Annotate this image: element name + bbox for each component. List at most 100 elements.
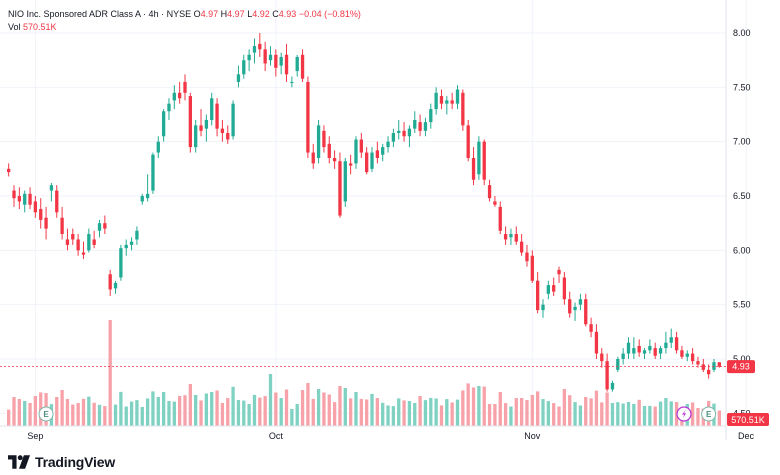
candle-body [284, 54, 289, 75]
candle-body [434, 92, 438, 110]
tradingview-logo[interactable]: TradingView [8, 454, 115, 470]
candle [284, 43, 289, 82]
volume-bar [258, 397, 262, 426]
candle [178, 81, 182, 104]
volume-bar [220, 403, 225, 426]
candle-body [536, 280, 540, 311]
candle-body [359, 139, 363, 153]
candle [626, 337, 631, 359]
candle-body [621, 353, 625, 359]
candle-body [626, 342, 631, 354]
candle [300, 49, 305, 82]
legend-price-row: NIO Inc. Sponsored ADR Class A · 4h · NY… [8, 8, 361, 21]
volume-bar [605, 392, 609, 426]
x-axis-labels: Sep Oct Nov Dec [27, 431, 754, 441]
volume-bar [610, 403, 615, 426]
candle-body [332, 157, 337, 162]
candle-body [568, 299, 572, 314]
candle-body [610, 382, 615, 390]
candle-body [584, 299, 588, 325]
candle-body [295, 56, 299, 72]
candle [690, 348, 695, 365]
candle-body [418, 122, 422, 131]
candle [658, 345, 663, 359]
candle-body [375, 150, 380, 158]
candle [220, 119, 225, 142]
volume-bar [658, 401, 663, 426]
volume-bar [600, 402, 604, 426]
volume-bar [172, 401, 176, 426]
x-tick-label: Oct [269, 431, 284, 441]
candle-body [386, 141, 390, 148]
candle-body [530, 255, 534, 281]
candle-body [226, 132, 230, 140]
candle-body [23, 193, 27, 205]
volume-bar [236, 400, 241, 426]
candle-body [706, 369, 711, 375]
candle [541, 299, 545, 318]
close-value: 4.93 [278, 9, 297, 19]
volume-bar [199, 400, 203, 426]
volume-bar [418, 396, 422, 426]
volume-bar [76, 403, 80, 426]
volume-bar [637, 399, 641, 426]
candle-body [552, 285, 556, 292]
volume-bar [28, 403, 32, 426]
candle-body [39, 209, 43, 220]
volume-bar [327, 394, 331, 426]
close-label: C [272, 9, 279, 19]
volume-bar [151, 391, 155, 426]
candle-body [466, 125, 470, 158]
volume-bar [439, 405, 444, 426]
volume-bar [594, 390, 599, 426]
candle [600, 348, 604, 368]
y-tick-label: 8.00 [733, 28, 751, 38]
candle [210, 92, 214, 126]
candle [578, 293, 583, 311]
candle [290, 76, 294, 88]
candle [236, 65, 241, 88]
candle [434, 87, 438, 115]
candle [167, 98, 171, 120]
volume-bar [466, 383, 470, 426]
candle [252, 38, 257, 64]
candle-body [493, 201, 497, 205]
candle-body [183, 81, 187, 93]
candle-body [322, 130, 326, 148]
candle-body [215, 103, 219, 129]
volume-bar [194, 395, 198, 426]
candle-body [92, 239, 96, 245]
volume-bar [648, 405, 652, 426]
candle [493, 196, 497, 207]
candle [327, 136, 331, 164]
volume-bar [370, 393, 374, 426]
volume-bar [562, 389, 567, 426]
candle [295, 54, 299, 77]
candle [119, 244, 123, 281]
volume-bar [140, 407, 144, 426]
candles [7, 33, 721, 392]
candle [39, 198, 43, 229]
volume-bar [97, 404, 102, 426]
candle [28, 187, 32, 210]
volume-bar [434, 398, 438, 426]
candle [568, 291, 572, 318]
candle [23, 190, 27, 213]
symbol-title[interactable]: NIO Inc. Sponsored ADR Class A · 4h · NY… [8, 9, 192, 19]
candle [103, 215, 107, 235]
candle [156, 136, 160, 158]
volume-bar [103, 406, 107, 426]
candle [669, 328, 673, 349]
lightning-icon[interactable] [676, 406, 692, 422]
candle [402, 122, 406, 142]
candle-body [49, 185, 54, 191]
volume-bar [626, 402, 631, 426]
tradingview-logo-icon [8, 455, 30, 469]
candle [429, 103, 433, 129]
candle [445, 96, 449, 115]
volume-bar [322, 392, 326, 426]
volume-bar [717, 410, 721, 426]
volume-bar [589, 398, 593, 426]
